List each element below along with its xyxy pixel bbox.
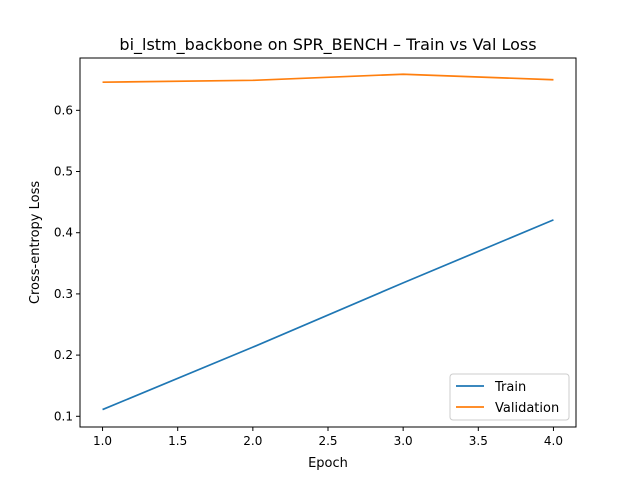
series-layer (102, 73, 554, 411)
y-tick-label: 0.5 (54, 165, 73, 179)
x-tick-label: 2.5 (318, 434, 337, 448)
legend-label-train: Train (494, 380, 526, 395)
y-tick-label: 0.4 (54, 226, 73, 240)
series-line-validation (102, 73, 554, 84)
x-tick-label: 3.0 (394, 434, 413, 448)
y-axis-ticks: 0.1 0.2 0.3 0.4 0.5 0.6 (54, 103, 80, 423)
x-axis-label: Epoch (308, 456, 348, 471)
y-tick-label: 0.2 (54, 348, 73, 362)
y-tick-label: 0.6 (54, 103, 73, 117)
x-tick-label: 1.0 (93, 434, 112, 448)
x-axis-ticks: 1.0 1.5 2.0 2.5 3.0 3.5 4.0 (93, 427, 563, 448)
legend: Train Validation (449, 373, 570, 421)
x-tick-label: 1.5 (168, 434, 187, 448)
x-tick-label: 2.0 (243, 434, 262, 448)
y-tick-label: 0.3 (54, 287, 73, 301)
x-tick-label: 3.5 (469, 434, 488, 448)
chart-title: bi_lstm_backbone on SPR_BENCH – Train vs… (119, 35, 536, 55)
series-line-train (102, 219, 554, 411)
legend-label-validation: Validation (495, 401, 559, 416)
y-axis-label: Cross-entropy Loss (28, 181, 43, 304)
y-tick-label: 0.1 (54, 409, 73, 423)
x-tick-label: 4.0 (544, 434, 563, 448)
